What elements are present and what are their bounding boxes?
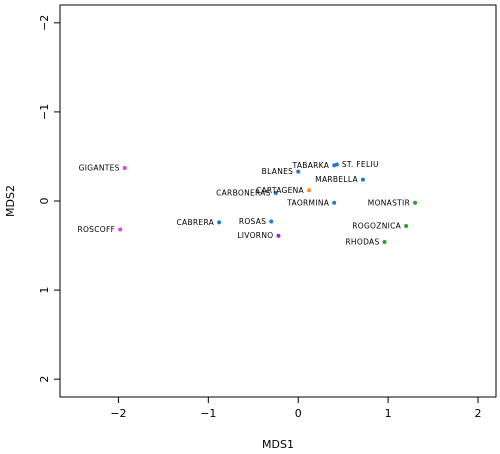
point-label: ROSAS bbox=[239, 217, 266, 226]
point-label: LIVORNO bbox=[237, 231, 273, 240]
data-point bbox=[413, 200, 418, 205]
data-point bbox=[269, 219, 274, 224]
data-point bbox=[118, 227, 123, 232]
y-tick-label: 0 bbox=[38, 198, 51, 205]
data-point bbox=[404, 223, 409, 228]
y-tick-label: 1 bbox=[38, 287, 51, 294]
data-point bbox=[307, 188, 312, 193]
data-point bbox=[382, 239, 387, 244]
point-label: CARTAGENA bbox=[256, 186, 305, 195]
x-axis-title: MDS1 bbox=[262, 438, 294, 451]
point-labels: GIGANTES ROSCOFF CABRERA ROSAS LIVORNO CARBON… bbox=[77, 160, 410, 247]
y-axis-title: MDS2 bbox=[4, 185, 17, 217]
data-point bbox=[332, 200, 337, 205]
data-points bbox=[118, 162, 418, 244]
data-point bbox=[334, 162, 339, 167]
y-tick-label: 2 bbox=[38, 376, 51, 383]
y-tick-label: −1 bbox=[38, 104, 51, 120]
point-label: ST. FELIU bbox=[342, 160, 379, 169]
y-axis: −2 −1 0 1 2 bbox=[38, 15, 60, 383]
x-axis: −2 −1 0 1 2 bbox=[110, 397, 482, 420]
data-point bbox=[360, 177, 365, 182]
data-point bbox=[276, 233, 281, 238]
data-point bbox=[296, 169, 301, 174]
point-label: CABRERA bbox=[177, 218, 215, 227]
data-point bbox=[122, 166, 127, 171]
y-tick-label: −2 bbox=[38, 15, 51, 31]
x-tick-label: 1 bbox=[385, 407, 392, 420]
x-tick-label: 2 bbox=[475, 407, 482, 420]
point-label: MARBELLA bbox=[315, 175, 358, 184]
point-label: GIGANTES bbox=[79, 164, 120, 173]
point-label: TAORMINA bbox=[286, 198, 330, 207]
point-label: RHODAS bbox=[345, 237, 379, 246]
point-label: ROSCOFF bbox=[77, 225, 115, 234]
plot-frame bbox=[59, 4, 497, 398]
x-tick-label: −2 bbox=[110, 407, 126, 420]
data-point bbox=[273, 190, 278, 195]
point-label: BLANES bbox=[262, 167, 294, 176]
point-label: ROGOZNICA bbox=[352, 221, 401, 230]
point-label: CARBONERAS bbox=[216, 188, 271, 197]
point-label: TABARKA bbox=[292, 161, 330, 170]
data-point bbox=[217, 220, 222, 225]
x-tick-label: 0 bbox=[295, 407, 302, 420]
point-label: MONASTIR bbox=[368, 198, 410, 207]
x-tick-label: −1 bbox=[200, 407, 216, 420]
